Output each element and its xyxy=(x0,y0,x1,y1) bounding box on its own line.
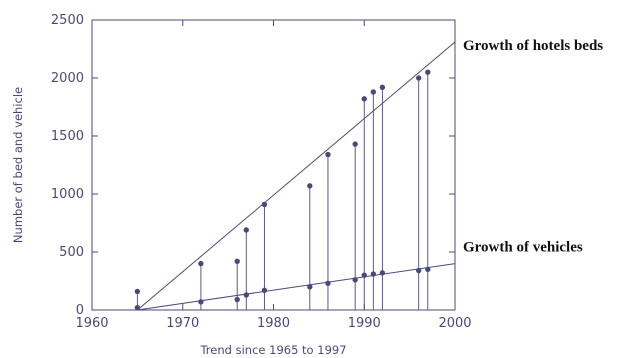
y-axis-title: Number of bed and vehicle xyxy=(11,87,25,243)
hotel-beds-point xyxy=(234,258,240,264)
hotel-beds-point xyxy=(243,227,249,233)
x-tick-label: 1970 xyxy=(166,316,199,331)
vehicles-point xyxy=(370,271,377,277)
vehicles-point xyxy=(198,299,204,305)
vehicles-point xyxy=(234,296,240,303)
x-axis-title: Trend since 1965 to 1997 xyxy=(199,343,346,357)
hotel-beds-point xyxy=(361,96,367,102)
hotel-beds-point xyxy=(134,288,141,295)
x-tick-label: 2000 xyxy=(438,316,471,331)
hotel-beds-point xyxy=(416,75,422,81)
vehicles-point xyxy=(243,292,249,298)
vehicles-point xyxy=(361,272,367,278)
hotel-beds-point xyxy=(425,69,431,75)
y-tick-label: 2500 xyxy=(51,13,84,28)
vehicles-point xyxy=(425,266,431,273)
x-tick-label: 1960 xyxy=(75,316,108,331)
hotel-beds-point xyxy=(379,84,386,90)
x-tick-label: 1980 xyxy=(257,316,290,331)
y-tick-label: 0 xyxy=(76,303,84,318)
annotation-vehicles: Growth of vehicles xyxy=(463,240,583,256)
hotel-beds-point xyxy=(370,89,377,95)
y-tick-label: 500 xyxy=(59,245,84,260)
vehicles-point xyxy=(352,277,358,283)
vehicles-point xyxy=(307,284,313,290)
hotel-beds-point xyxy=(307,183,313,189)
hotel-beds-point xyxy=(261,201,268,208)
vehicles-point xyxy=(379,270,386,276)
vehicles-point xyxy=(325,280,331,287)
y-tick-label: 2000 xyxy=(51,71,84,86)
trend-line-vehicles xyxy=(137,263,456,311)
x-tick-label: 1990 xyxy=(348,316,381,331)
vehicles-point xyxy=(261,287,268,293)
trend-line-hotel-beds xyxy=(137,41,456,311)
annotation-hotel-beds: Growth of hotels beds xyxy=(463,38,603,54)
y-tick-label: 1500 xyxy=(51,129,84,144)
vehicles-point xyxy=(134,304,141,311)
hotel-beds-point xyxy=(325,151,331,158)
y-tick-label: 1000 xyxy=(51,187,84,202)
vehicles-point xyxy=(416,267,422,274)
plot-frame xyxy=(91,19,456,311)
hotel-beds-point xyxy=(198,260,204,267)
hotel-beds-point xyxy=(352,141,358,147)
